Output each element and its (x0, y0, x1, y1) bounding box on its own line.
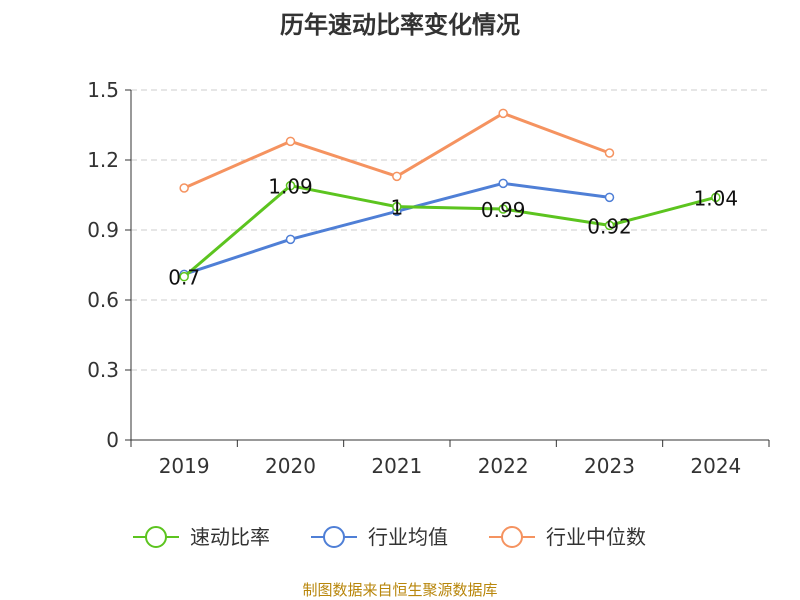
source-note: 制图数据来自恒生聚源数据库 (302, 581, 497, 599)
legend: 速动比率 行业均值 行业中位数 (133, 525, 646, 549)
series-point-0 (711, 192, 721, 203)
series-point-1 (498, 178, 508, 189)
x-tick-label: 2019 (159, 454, 210, 478)
series-point-1 (285, 234, 296, 245)
series-point-2 (604, 148, 615, 158)
chart-title: 历年速动比率变化情况 (280, 11, 520, 39)
y-tick-label: 0.9 (87, 218, 119, 242)
series-point-0 (285, 180, 296, 191)
data-label: 0.7 (168, 266, 200, 290)
series-point-1 (604, 192, 615, 203)
legend-label: 速动比率 (190, 525, 270, 549)
data-label: 0.99 (481, 198, 526, 222)
legend-label: 行业中位数 (546, 525, 646, 549)
y-tick-label: 1.2 (87, 148, 119, 172)
y-tick-label: 1.5 (87, 78, 119, 102)
y-tick-label: 0.6 (87, 288, 119, 312)
x-tick-label: 2023 (584, 454, 635, 478)
series-layer (179, 108, 721, 282)
series-point-2 (392, 171, 402, 182)
series-point-0 (392, 201, 402, 212)
series-point-0 (179, 271, 189, 282)
legend-marker (323, 526, 345, 548)
data-label: 0.92 (587, 214, 632, 238)
legend-marker (145, 526, 167, 548)
series-point-2 (498, 108, 508, 119)
x-tick-label: 2022 (478, 454, 529, 478)
legend-label: 行业均值 (368, 525, 448, 549)
data-label: 1.04 (694, 186, 739, 210)
y-tick-label: 0 (106, 428, 119, 452)
y-tick-label: 0.3 (87, 358, 119, 382)
x-tick-label: 2020 (265, 454, 316, 478)
data-label: 1 (390, 196, 403, 220)
legend-item: 行业中位数 (489, 525, 646, 549)
series-point-2 (285, 136, 296, 147)
series-point-0 (604, 220, 615, 231)
x-tick-label: 2021 (371, 454, 422, 478)
grid-lines (131, 89, 769, 371)
x-tick-label: 2024 (690, 454, 741, 478)
data-labels: 0.7 1.09 1 0.99 0.92 1.04 (168, 175, 738, 290)
legend-item: 速动比率 (133, 525, 270, 549)
legend-item: 行业均值 (311, 525, 448, 549)
y-axis: 0 0.3 0.6 0.9 1.2 1.5 (87, 78, 132, 452)
data-label: 1.09 (268, 175, 313, 199)
series-point-2 (179, 183, 189, 193)
series-line-0 (183, 184, 717, 278)
series-point-0 (498, 204, 508, 214)
legend-marker (501, 526, 523, 548)
x-axis: 2019 2020 2021 2022 2023 2024 (130, 439, 770, 478)
